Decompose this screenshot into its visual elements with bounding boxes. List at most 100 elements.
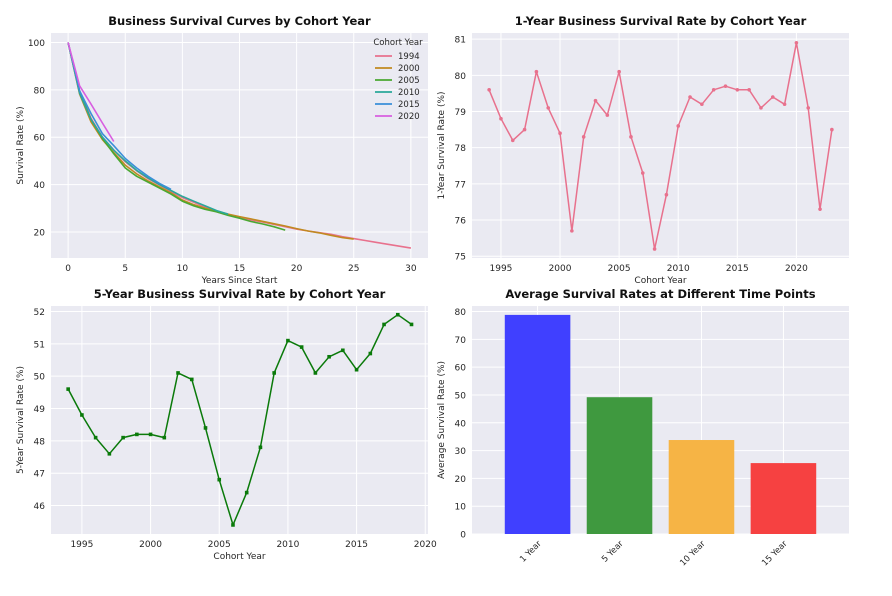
x-tick-label: 2005 <box>608 264 631 274</box>
x-tick-label: 2000 <box>549 264 572 274</box>
data-point <box>135 432 139 437</box>
data-point <box>189 377 194 382</box>
x-tick-label: 2020 <box>785 264 808 274</box>
x-tick-label: 2015 <box>345 540 368 550</box>
series-line-2015 <box>67 42 172 191</box>
legend-entry: 1994 <box>398 52 420 62</box>
chart-title: Average Survival Rates at Different Time… <box>505 287 815 301</box>
y-tick-label: 50 <box>455 391 467 401</box>
x-tick-label: 2015 <box>726 264 749 274</box>
y-tick-label: 48 <box>34 437 46 447</box>
x-tick-label: 2010 <box>667 264 690 274</box>
legend-title: Cohort Year <box>373 38 423 48</box>
y-tick-label: 52 <box>34 308 45 318</box>
data-point <box>688 95 692 99</box>
legend-entry: 2005 <box>398 76 420 86</box>
data-point <box>806 106 811 110</box>
y-tick-label: 50 <box>34 373 46 383</box>
chart-title: 1-Year Business Survival Rate by Cohort … <box>515 14 807 28</box>
chart-3: 46 47 48 49 50 51 52 5-Year Business Survival R… <box>16 287 437 562</box>
x-tick-label: 25 <box>348 264 359 274</box>
data-point <box>770 95 775 99</box>
y-tick-label: 100 <box>28 39 45 49</box>
data-point <box>107 451 112 456</box>
y-tick-label: 76 <box>455 217 467 227</box>
y-tick-label: 60 <box>34 134 46 144</box>
data-point <box>593 98 598 103</box>
data-point <box>617 69 621 74</box>
chart-title: Business Survival Curves by Cohort Year <box>108 14 371 28</box>
y-tick-label: 46 <box>34 502 46 512</box>
data-point <box>605 113 610 117</box>
chart-2: 75 76 77 78 79 80 81 1-Year Business Survival R… <box>437 14 849 286</box>
y-tick-label: 49 <box>34 405 46 415</box>
data-point <box>341 348 345 353</box>
y-tick-label: 70 <box>455 336 467 346</box>
bar-15-year <box>750 463 817 534</box>
legend-entry: 2000 <box>398 64 420 74</box>
data-point <box>676 124 681 128</box>
y-axis-label: 5-Year Survival Rate (%) <box>16 366 26 474</box>
x-tick-label: 2005 <box>208 540 231 550</box>
x-axis-label: Cohort Year <box>213 552 265 562</box>
x-tick-label: 20 <box>291 264 303 274</box>
data-point <box>747 87 751 92</box>
data-point <box>327 354 331 359</box>
data-point <box>354 367 359 372</box>
y-tick-label: 20 <box>34 228 46 238</box>
y-tick-label: 10 <box>455 503 467 513</box>
y-tick-label: 79 <box>455 108 467 118</box>
data-point <box>80 413 84 417</box>
y-tick-label: 81 <box>455 36 466 46</box>
data-point <box>818 207 822 211</box>
y-tick-label: 60 <box>455 364 467 374</box>
data-point <box>794 40 799 45</box>
y-tick-label: 51 <box>34 340 45 350</box>
data-point <box>546 106 551 110</box>
data-point <box>534 69 539 74</box>
x-tick-label: 2010 <box>276 540 299 550</box>
data-point <box>148 432 153 437</box>
y-tick-label: 0 <box>460 531 466 541</box>
plot-area <box>51 306 428 534</box>
data-point <box>313 371 318 375</box>
data-point <box>66 387 70 391</box>
bar-5-year <box>586 397 653 534</box>
data-point <box>176 371 180 375</box>
data-point <box>735 87 740 92</box>
y-tick-label: 77 <box>455 180 466 190</box>
legend-entry: 2015 <box>398 100 420 110</box>
data-point <box>258 445 263 450</box>
series-line-2005 <box>67 42 286 231</box>
data-point <box>499 116 503 121</box>
y-tick-label: 75 <box>455 253 466 263</box>
data-point <box>272 371 276 375</box>
y-tick-label: 80 <box>455 308 467 318</box>
data-point <box>162 435 167 440</box>
x-tick-label: 5 Year <box>600 539 626 565</box>
y-tick-label: 40 <box>34 181 46 191</box>
data-point <box>510 138 515 143</box>
y-tick-label: 30 <box>455 447 467 457</box>
data-point <box>217 477 222 482</box>
data-point <box>570 229 574 233</box>
data-point <box>93 435 98 440</box>
bar-10-year <box>668 440 735 534</box>
data-point <box>368 351 373 356</box>
bar-1-year <box>504 314 571 534</box>
data-point <box>711 87 716 92</box>
data-point <box>487 87 491 92</box>
data-point <box>558 131 562 136</box>
data-point <box>629 135 633 139</box>
y-axis-label: 1-Year Survival Rate (%) <box>437 91 447 199</box>
x-tick-label: 15 <box>234 264 245 274</box>
data-point <box>409 322 414 327</box>
data-point <box>286 338 290 343</box>
series-line <box>67 313 412 526</box>
data-point <box>782 102 787 107</box>
data-point <box>382 322 386 327</box>
legend-entry: 2010 <box>398 88 420 98</box>
data-point <box>723 84 728 88</box>
data-point <box>203 426 208 430</box>
x-axis-label: Cohort Year <box>634 276 686 286</box>
